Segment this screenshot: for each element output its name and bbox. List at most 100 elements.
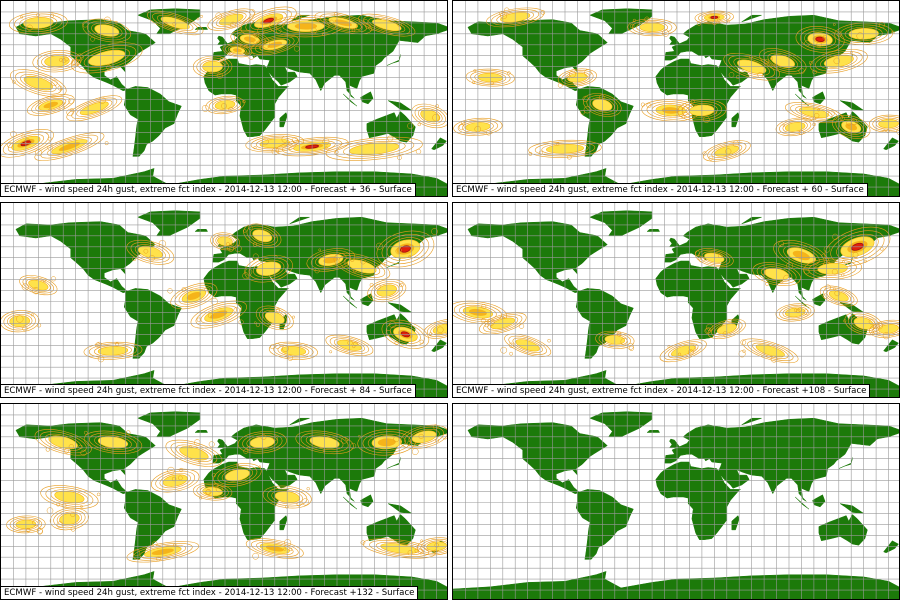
- efi-contour-line: [775, 117, 815, 137]
- world-map: [453, 1, 899, 196]
- efi-contour-line: [333, 338, 365, 353]
- efi-contour-line: [47, 136, 52, 141]
- efi-contour-line: [244, 254, 293, 283]
- efi-contour-line: [7, 142, 13, 149]
- efi-contour-line: [234, 245, 242, 252]
- efi-contour-line: [2, 131, 49, 156]
- efi-contour-line: [389, 320, 397, 329]
- efi-contour-line: [250, 540, 299, 557]
- efi-contour-line: [886, 129, 890, 134]
- efi-contour-line: [147, 10, 204, 36]
- graticule: [453, 1, 899, 196]
- efi-contour-line: [435, 104, 439, 108]
- efi-contour-line: [677, 352, 682, 356]
- efi-contour-line: [288, 140, 336, 153]
- efi-contour-line: [843, 319, 847, 323]
- efi-contour-line: [567, 155, 572, 160]
- efi-contour-line: [199, 496, 203, 500]
- efi-contour-line: [45, 487, 94, 507]
- efi-area-low: [79, 101, 109, 116]
- efi-contour-line: [228, 106, 234, 112]
- efi-contour-line: [96, 341, 102, 348]
- landmass-sumatra: [343, 496, 358, 510]
- efi-contour-line: [417, 122, 421, 127]
- efi-area-high: [815, 36, 825, 43]
- efi-contour-line: [446, 322, 447, 326]
- efi-contour-line: [561, 70, 594, 86]
- efi-contour-line: [748, 54, 753, 59]
- efi-contour-line: [782, 306, 808, 319]
- efi-contour-line: [459, 304, 497, 320]
- efi-contour-line: [306, 248, 356, 272]
- efi-contour-line: [167, 466, 175, 475]
- map-panel-forecast-132: ECMWF - wind speed 24h gust, extreme fct…: [0, 403, 448, 600]
- landmass-sumatra: [795, 93, 810, 107]
- efi-contour-line: [723, 52, 780, 81]
- efi-contour-line: [778, 240, 785, 247]
- efi-contour-line: [240, 6, 297, 35]
- landmass-new-zealand: [431, 339, 447, 353]
- efi-contour-line: [258, 465, 262, 468]
- efi-contour-line: [250, 227, 275, 244]
- efi-contour-line: [831, 268, 838, 275]
- efi-contour-line: [324, 146, 328, 149]
- efi-contour-line: [293, 45, 300, 52]
- efi-contour-line: [644, 16, 650, 22]
- efi-contour-line: [740, 339, 747, 346]
- efi-contour-line: [325, 334, 374, 356]
- efi-contour-line: [26, 24, 33, 31]
- efi-contour-line: [80, 449, 87, 456]
- efi-contour-line: [491, 9, 540, 26]
- efi-contour-line: [358, 13, 416, 37]
- efi-contour-line: [407, 122, 414, 130]
- landmass-iceland: [194, 229, 209, 232]
- efi-contour-line: [706, 323, 714, 331]
- efi-contour-line: [171, 476, 177, 482]
- panel-caption: ECMWF - wind speed 24h gust, extreme fct…: [1, 183, 416, 196]
- efi-contour-line: [126, 430, 131, 435]
- efi-contour-line: [338, 255, 386, 278]
- efi-contour-line: [208, 441, 215, 448]
- efi-contour-line: [367, 294, 371, 298]
- efi-contour-line: [66, 95, 123, 122]
- efi-contour-line: [210, 232, 240, 251]
- efi-area-low: [755, 344, 785, 358]
- efi-contour-line: [759, 48, 807, 75]
- efi-contour-line: [841, 273, 845, 277]
- efi-contour-line: [395, 247, 403, 255]
- efi-contour-line: [769, 57, 774, 61]
- efi-contour-line: [283, 547, 287, 551]
- efi-contour-line: [686, 103, 718, 118]
- efi-contour-line: [325, 136, 423, 161]
- graticule: [453, 203, 899, 397]
- efi-contour-line: [198, 460, 201, 463]
- efi-contour-line: [473, 69, 477, 73]
- efi-contour-line: [213, 463, 262, 488]
- efi-contour-line: [275, 17, 337, 36]
- efi-contour-line: [681, 101, 723, 120]
- efi-contour-line: [231, 40, 235, 44]
- efi-contour-line: [90, 36, 95, 42]
- efi-contour-line: [343, 257, 381, 276]
- efi-contour-line: [259, 38, 291, 52]
- efi-contour-line: [163, 21, 168, 27]
- efi-contour-line: [288, 547, 293, 552]
- efi-contour-line: [694, 10, 734, 25]
- efi-contour-line: [1, 129, 54, 158]
- efi-contour-line: [211, 10, 251, 29]
- efi-contour-line: [863, 259, 867, 263]
- efi-contour-line: [215, 12, 222, 20]
- efi-contour-line: [868, 318, 875, 325]
- efi-contour-line: [66, 108, 74, 117]
- efi-contour-line: [329, 336, 370, 354]
- efi-contour-line: [775, 303, 815, 322]
- efi-contour-line: [68, 98, 75, 105]
- world-map: [1, 203, 447, 397]
- efi-contour-line: [368, 17, 406, 33]
- efi-contour-line: [53, 509, 86, 529]
- efi-contour-line: [687, 349, 694, 356]
- efi-area-high: [263, 17, 274, 24]
- efi-contour-line: [322, 449, 326, 453]
- efi-contour-line: [242, 272, 250, 280]
- efi-contour-line: [252, 242, 258, 247]
